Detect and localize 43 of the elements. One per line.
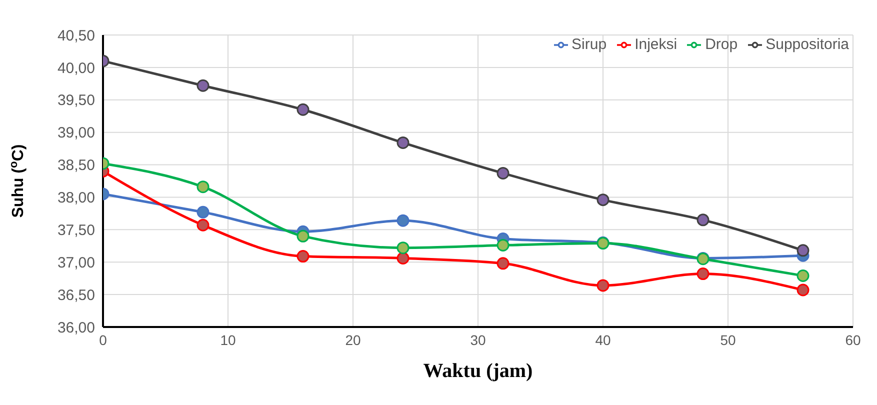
y-tick-label: 38,50 [57, 157, 95, 174]
point [596, 194, 610, 206]
x-tick-label: 40 [595, 332, 611, 348]
point [596, 279, 610, 292]
point [696, 268, 710, 280]
y-tick-label: 37,00 [57, 254, 95, 272]
point [396, 136, 410, 149]
point [196, 218, 210, 232]
legend-label: Drop [705, 36, 738, 53]
point [196, 206, 210, 218]
x-tick-label: 30 [470, 332, 486, 348]
legend-label: Suppositoria [766, 36, 849, 53]
point [496, 166, 510, 180]
point [396, 252, 410, 264]
y-tick-label: 39,50 [57, 92, 95, 110]
point [696, 214, 710, 226]
x-axis-title: Waktu (jam) [423, 360, 533, 382]
x-tick-label: 60 [845, 332, 861, 348]
point [796, 244, 810, 257]
legend-label: Injeksi [634, 36, 678, 53]
y-tick-label: 40,00 [57, 60, 95, 77]
point [196, 79, 210, 92]
point [396, 242, 410, 254]
y-tick-label: 37,50 [57, 222, 95, 239]
point [296, 103, 310, 116]
y-tick-label: 39,00 [57, 124, 95, 142]
x-tick-label: 20 [345, 332, 361, 348]
point [496, 257, 510, 270]
y-tick-label: 36,00 [57, 319, 95, 336]
x-tick-label: 50 [720, 332, 736, 348]
point [796, 269, 810, 282]
point [196, 180, 210, 194]
point [396, 214, 410, 227]
legend-label: Sirup [572, 36, 607, 53]
x-tick-label: 10 [220, 332, 236, 348]
point [296, 230, 310, 242]
y-tick-label: 36,50 [57, 286, 95, 304]
point [296, 250, 310, 263]
point [796, 284, 810, 296]
y-tick-label: 38,00 [57, 190, 95, 207]
y-tick-label: 40,50 [57, 27, 95, 44]
x-tick-label: 0 [99, 332, 108, 348]
point [496, 238, 510, 252]
